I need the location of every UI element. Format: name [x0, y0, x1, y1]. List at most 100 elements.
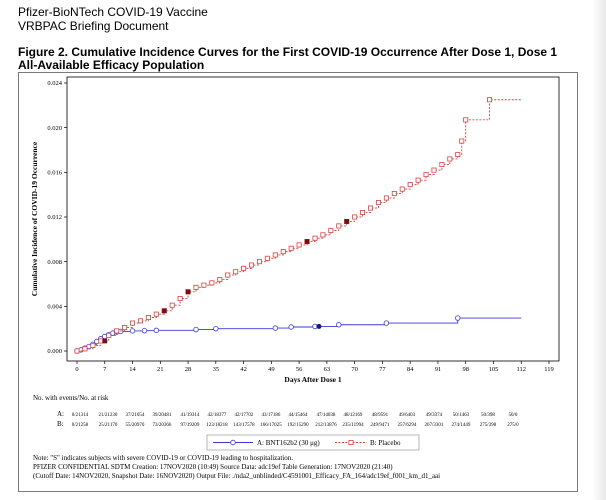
- data-point-placebo: [280, 249, 286, 255]
- series-line-placebo: [77, 99, 522, 352]
- x-tick-label: 7: [103, 366, 107, 373]
- at-risk-cell: 55/20970: [126, 423, 145, 428]
- data-point-placebo: [360, 210, 366, 216]
- data-point-placebo: [368, 205, 374, 211]
- severe-marker-placebo: [102, 338, 108, 344]
- data-point-bnt162b2: [383, 320, 390, 326]
- data-point-placebo: [193, 284, 199, 290]
- data-point-placebo: [217, 277, 223, 283]
- data-point-placebo: [272, 252, 278, 258]
- data-point-placebo: [256, 259, 262, 265]
- data-point-placebo: [201, 282, 207, 288]
- data-point-placebo: [455, 151, 461, 157]
- data-point-placebo: [375, 199, 381, 205]
- legend: A: BNT162b2 (30 μg) B: Placebo: [206, 434, 420, 451]
- severe-marker-placebo: [304, 239, 310, 244]
- data-point-placebo: [264, 255, 270, 261]
- figure-population: All-Available Efficacy Population: [18, 58, 205, 72]
- at-risk-cell: 275/398: [480, 423, 497, 428]
- at-risk-cell: 73/20366: [153, 423, 172, 428]
- at-risk-cell: 39/20481: [153, 413, 172, 418]
- x-tick-label: 84: [407, 366, 414, 373]
- data-point-placebo: [487, 97, 493, 103]
- data-point-bnt162b2: [336, 322, 342, 328]
- severe-marker-bnt162b2: [316, 323, 322, 329]
- legend-marker-placebo: [348, 439, 354, 445]
- at-risk-cell: 43/17186: [262, 413, 281, 418]
- at-risk-cell: 41/19314: [181, 413, 200, 418]
- figure-title: Figure 2. Cumulative Incidence Curves fo…: [18, 45, 558, 59]
- data-point-placebo: [463, 117, 469, 123]
- legend-label-placebo: B: Placebo: [370, 439, 401, 447]
- data-point-bnt162b2: [193, 326, 199, 333]
- data-point-placebo: [459, 138, 465, 144]
- at-risk-cell: 235/11994: [342, 423, 364, 428]
- figure-frame: [18, 72, 578, 492]
- at-risk-cell: 50/398: [481, 413, 495, 418]
- at-risk-cell: 192/15290: [287, 423, 309, 428]
- legend-marker-bnt162b2: [230, 439, 236, 446]
- x-tick-label: 21: [157, 366, 164, 373]
- data-point-placebo: [122, 325, 128, 331]
- data-point-placebo: [114, 328, 120, 334]
- data-point-placebo: [177, 296, 183, 302]
- data-point-bnt162b2: [213, 325, 219, 332]
- y-tick-label: 0.000: [47, 348, 62, 355]
- y-tick-label: 0.004: [47, 304, 62, 311]
- at-risk-cell: 21/21230: [99, 413, 118, 418]
- x-tick-label: 77: [379, 366, 386, 373]
- data-point-placebo: [288, 245, 294, 251]
- at-risk-cell: 49/3374: [426, 413, 443, 418]
- legend-box: [206, 434, 420, 451]
- x-axis-label: Days After Dose 1: [284, 375, 341, 384]
- x-tick-label: 105: [489, 366, 499, 373]
- y-tick-label: 0.024: [47, 80, 62, 87]
- data-point-placebo: [439, 162, 445, 168]
- data-point-bnt162b2: [288, 324, 294, 330]
- at-risk-cell: 257/6294: [398, 423, 417, 428]
- data-point-placebo: [312, 235, 318, 241]
- data-point-placebo: [241, 265, 247, 271]
- axes: [66, 76, 560, 362]
- at-risk-cell: 0/21258: [72, 423, 89, 428]
- x-tick-label: 14: [129, 366, 136, 373]
- at-risk-cell: 48/12169: [344, 413, 363, 418]
- data-point-placebo: [447, 156, 453, 162]
- x-tick-label: 42: [240, 366, 247, 373]
- data-point-placebo: [74, 348, 80, 354]
- at-risk-row-label: A:: [57, 410, 64, 418]
- data-point-placebo: [407, 182, 413, 188]
- at-risk-title: No. with events/No. at risk: [33, 394, 109, 402]
- x-tick-label: 70: [351, 366, 358, 373]
- data-point-placebo: [137, 318, 143, 324]
- document-title: Pfizer-BioNTech COVID-19 Vaccine: [18, 5, 208, 19]
- series-layer: [74, 97, 522, 354]
- at-risk-cell: 37/21054: [126, 413, 145, 418]
- x-tick-label: 56: [296, 366, 303, 373]
- data-point-placebo: [130, 320, 136, 326]
- severe-marker-placebo: [344, 219, 350, 224]
- at-risk-cell: 50/0: [509, 413, 518, 418]
- severe-marker-placebo: [185, 289, 191, 295]
- at-risk-cell: 97/19209: [181, 423, 200, 428]
- data-point-placebo: [415, 177, 421, 183]
- plot-area: [66, 76, 560, 362]
- footnote-severe: Note: "S" indicates subjects with severe…: [33, 454, 293, 462]
- data-point-placebo: [328, 227, 334, 233]
- at-risk-cell: 123/18218: [206, 423, 228, 428]
- severe-marker-placebo: [161, 308, 167, 314]
- y-tick-label: 0.020: [47, 125, 62, 132]
- data-point-placebo: [169, 302, 175, 308]
- data-point-bnt162b2: [129, 328, 136, 334]
- at-risk-cell: 166/17025: [260, 423, 282, 428]
- data-point-placebo: [383, 195, 389, 201]
- footnote-cutoff: (Cutoff Date: 14NOV2020, Snapshot Date: …: [33, 472, 441, 480]
- data-point-placebo: [225, 272, 231, 278]
- x-tick-label: 63: [324, 366, 331, 373]
- at-risk-cell: 249/9471: [371, 423, 390, 428]
- y-tick-label: 0.016: [47, 170, 62, 177]
- at-risk-cell: 0/21314: [72, 413, 89, 418]
- x-tick-label: 112: [516, 366, 526, 373]
- data-point-placebo: [336, 223, 342, 229]
